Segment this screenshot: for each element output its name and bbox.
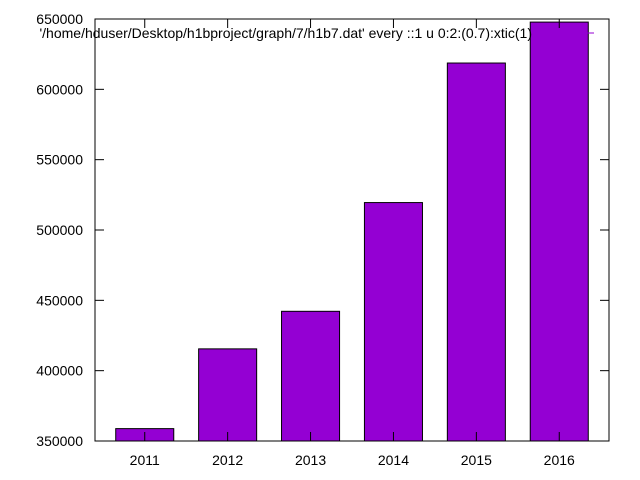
x-tick-label: 2014: [378, 452, 409, 468]
y-tick-labels: 350000 400000 450000 500000 550000 600000 6500…: [36, 11, 83, 449]
x-tick-label: 2013: [295, 452, 326, 468]
y-tick-label: 600000: [36, 81, 83, 97]
axis-ticks: [95, 18, 609, 442]
y-tick-label: 350000: [36, 433, 83, 449]
y-tick-label: 450000: [36, 292, 83, 308]
bar-2014: [363, 202, 423, 442]
y-tick-label: 400000: [36, 363, 83, 379]
y-tick-label: 550000: [36, 152, 83, 168]
y-tick-label: 500000: [36, 222, 83, 238]
x-tick-labels: 2011 2012 2013 2014 2015 2016: [130, 452, 575, 468]
legend-entry: '/home/hduser/Desktop/h1bproject/graph/7…: [39, 25, 532, 41]
x-tick-label: 2011: [130, 452, 160, 468]
bars-group: [115, 21, 589, 442]
x-tick-label: 2015: [461, 452, 492, 468]
bar-2016: [529, 21, 589, 442]
bar-2013: [281, 310, 341, 442]
bar-2015: [446, 62, 506, 442]
x-tick-label: 2016: [544, 452, 575, 468]
bar-2012: [198, 348, 258, 442]
y-tick-label: 650000: [36, 11, 83, 27]
x-tick-label: 2012: [212, 452, 243, 468]
